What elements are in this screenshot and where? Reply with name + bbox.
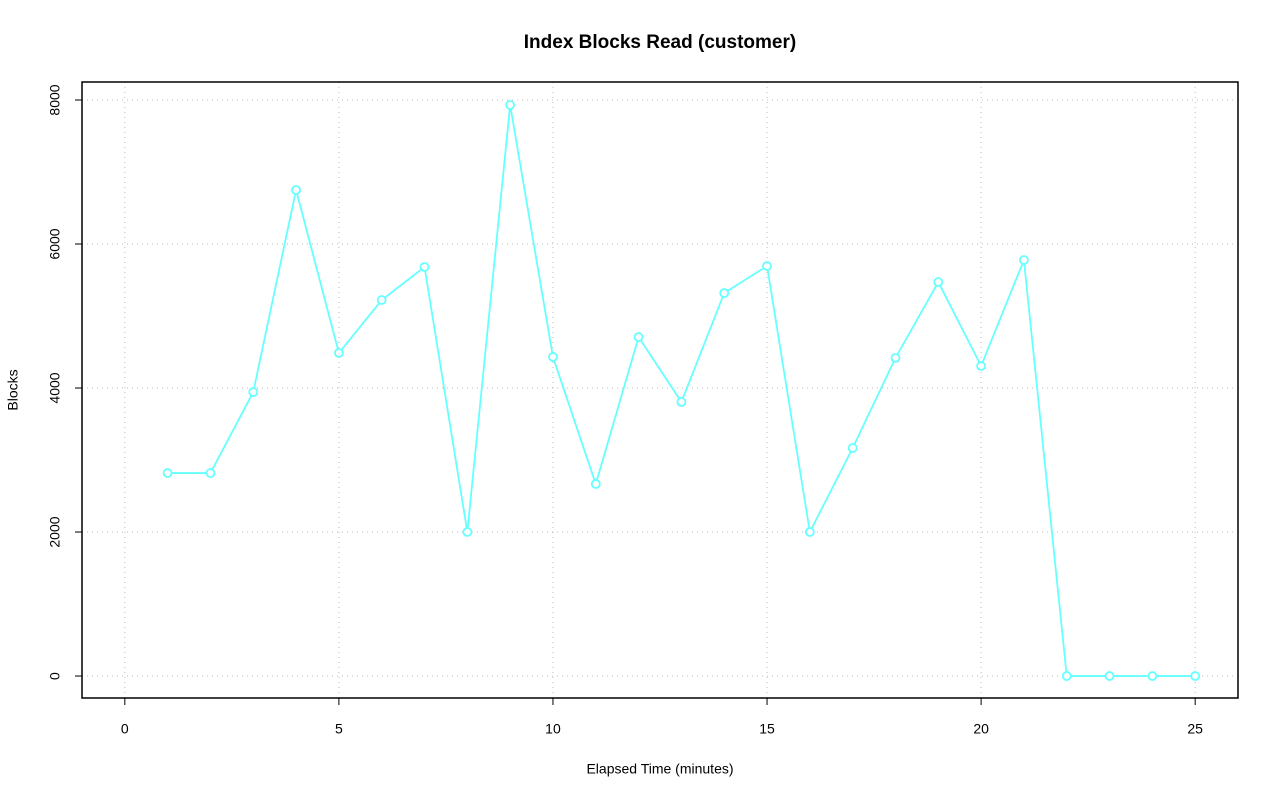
data-point <box>505 100 516 110</box>
data-point <box>548 352 558 362</box>
y-tick-label: 0 <box>47 672 63 680</box>
data-point <box>291 185 301 195</box>
data-point <box>633 332 644 342</box>
data-point <box>1147 671 1158 681</box>
chart-title: Index Blocks Read (customer) <box>524 32 796 53</box>
data-point <box>419 262 430 272</box>
data-point <box>976 361 987 371</box>
data-point <box>719 288 730 298</box>
x-tick-label: 10 <box>545 721 561 737</box>
data-point <box>1019 255 1029 265</box>
data-point <box>376 295 387 305</box>
data-point <box>462 527 473 537</box>
x-tick-label: 15 <box>759 721 775 737</box>
data-point <box>1104 671 1115 681</box>
plot-frame <box>81 81 1239 699</box>
y-tick-label: 8000 <box>47 84 63 115</box>
data-point <box>333 348 344 358</box>
y-tick-label: 4000 <box>47 372 63 403</box>
data-point <box>590 479 601 489</box>
y-tick-label: 2000 <box>47 516 63 547</box>
x-tick-label: 25 <box>1187 721 1203 737</box>
x-tick-label: 5 <box>335 721 343 737</box>
data-point <box>847 443 858 453</box>
data-point <box>933 277 944 287</box>
data-point <box>890 353 901 363</box>
y-axis-label: Blocks <box>5 369 21 410</box>
x-tick-label: 0 <box>121 721 129 737</box>
data-point <box>804 527 815 537</box>
data-point <box>162 468 173 478</box>
data-point <box>676 397 687 407</box>
data-point <box>1061 671 1072 681</box>
data-point <box>1190 671 1201 681</box>
data-point <box>762 261 772 271</box>
series-line <box>167 104 1196 677</box>
data-point <box>248 387 259 397</box>
x-axis-label: Elapsed Time (minutes) <box>586 761 733 777</box>
data-point <box>205 468 216 478</box>
y-tick-label: 6000 <box>47 228 63 259</box>
x-tick-label: 20 <box>973 721 989 737</box>
